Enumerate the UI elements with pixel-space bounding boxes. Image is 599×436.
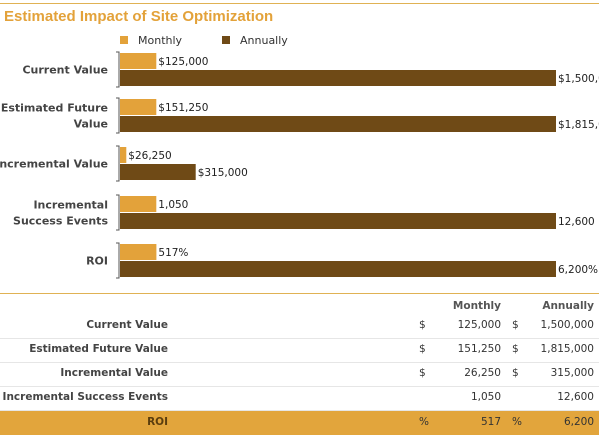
row-annually-value: 315,000: [550, 367, 594, 379]
category-bracket: [116, 145, 120, 182]
category-bracket: [116, 242, 120, 279]
row-annually-unit: $: [512, 367, 519, 379]
category-label: ROI: [86, 255, 108, 268]
header-annually: Annually: [542, 300, 594, 312]
row-label: Incremental Success Events: [2, 391, 168, 403]
category-label: Success Events: [13, 215, 108, 228]
data-label-annually: 6,200%: [558, 264, 598, 276]
row-monthly-value: 26,250: [464, 367, 501, 379]
data-label-annually: $1,500,000: [558, 73, 599, 85]
legend-monthly-swatch: [120, 36, 128, 44]
data-label-annually: 12,600: [558, 216, 595, 228]
section-divider: [0, 293, 599, 294]
category-label: Incremental: [33, 199, 108, 212]
category-bracket: [116, 194, 120, 231]
row-label: Current Value: [86, 319, 168, 331]
category-bracket: [116, 51, 120, 88]
category-label: Incremental Value: [0, 158, 108, 171]
row-annually-value: 1,500,000: [540, 319, 594, 331]
table-row: Current Value $ 125,000 $ 1,500,000: [0, 314, 599, 339]
row-monthly-unit: $: [419, 343, 426, 355]
row-annually-unit: $: [512, 343, 519, 355]
table-row: Estimated Future Value $ 151,250 $ 1,815…: [0, 338, 599, 363]
data-label-monthly: $151,250: [158, 102, 208, 114]
table-row-roi: ROI % 517 % 6,200: [0, 411, 599, 435]
category-label: Value: [74, 118, 108, 131]
bar-annually: [120, 116, 556, 132]
data-label-annually: $1,815,000: [558, 119, 599, 131]
legend-monthly: Monthly: [120, 34, 182, 47]
bar-monthly: [120, 147, 127, 163]
row-monthly-unit: $: [419, 367, 426, 379]
row-annually-value: 12,600: [557, 391, 594, 403]
category-bracket: [116, 97, 120, 134]
bar-monthly: [120, 53, 157, 69]
chart-title: Estimated Impact of Site Optimization: [4, 8, 274, 25]
row-monthly-unit: $: [419, 319, 426, 331]
row-monthly-value: 1,050: [470, 391, 501, 403]
row-annually-unit: %: [512, 416, 522, 428]
row-monthly-unit: %: [419, 416, 429, 428]
row-monthly-value: 151,250: [457, 343, 501, 355]
bar-monthly: [120, 99, 157, 115]
data-label-monthly: $125,000: [158, 56, 208, 68]
top-rule: [0, 3, 599, 4]
header-monthly: Monthly: [452, 300, 501, 312]
bar-annually: [120, 213, 556, 229]
table-row: Incremental Success Events 1,050 12,600: [0, 386, 599, 411]
bar-monthly: [120, 196, 157, 212]
data-label-monthly: $26,250: [128, 150, 171, 162]
bar-annually: [120, 261, 556, 277]
row-label: ROI: [147, 416, 168, 428]
table-row: Incremental Value $ 26,250 $ 315,000: [0, 362, 599, 387]
legend-annually-swatch: [222, 36, 230, 44]
table-header: Monthly Annually: [0, 300, 599, 314]
data-label-monthly: 517%: [158, 247, 188, 259]
row-label: Incremental Value: [60, 367, 168, 379]
bar-chart: Current Value $125,000 $1,500,000 Estimated…: [0, 51, 599, 279]
bar-annually: [120, 70, 556, 86]
data-label-annually: $315,000: [198, 167, 248, 179]
data-label-monthly: 1,050: [158, 199, 188, 211]
bar-annually: [120, 164, 196, 180]
row-label: Estimated Future Value: [29, 343, 168, 355]
row-annually-unit: $: [512, 319, 519, 331]
legend-monthly-label: Monthly: [138, 34, 183, 47]
legend-annually: Annually: [222, 34, 288, 47]
row-monthly-value: 125,000: [457, 319, 501, 331]
row-annually-value: 1,815,000: [540, 343, 594, 355]
category-label: Estimated Future: [1, 102, 108, 115]
category-label: Current Value: [22, 64, 108, 77]
bar-monthly: [120, 244, 157, 260]
row-monthly-value: 517: [480, 416, 501, 428]
legend-annually-label: Annually: [240, 34, 288, 47]
row-annually-value: 6,200: [563, 416, 594, 428]
